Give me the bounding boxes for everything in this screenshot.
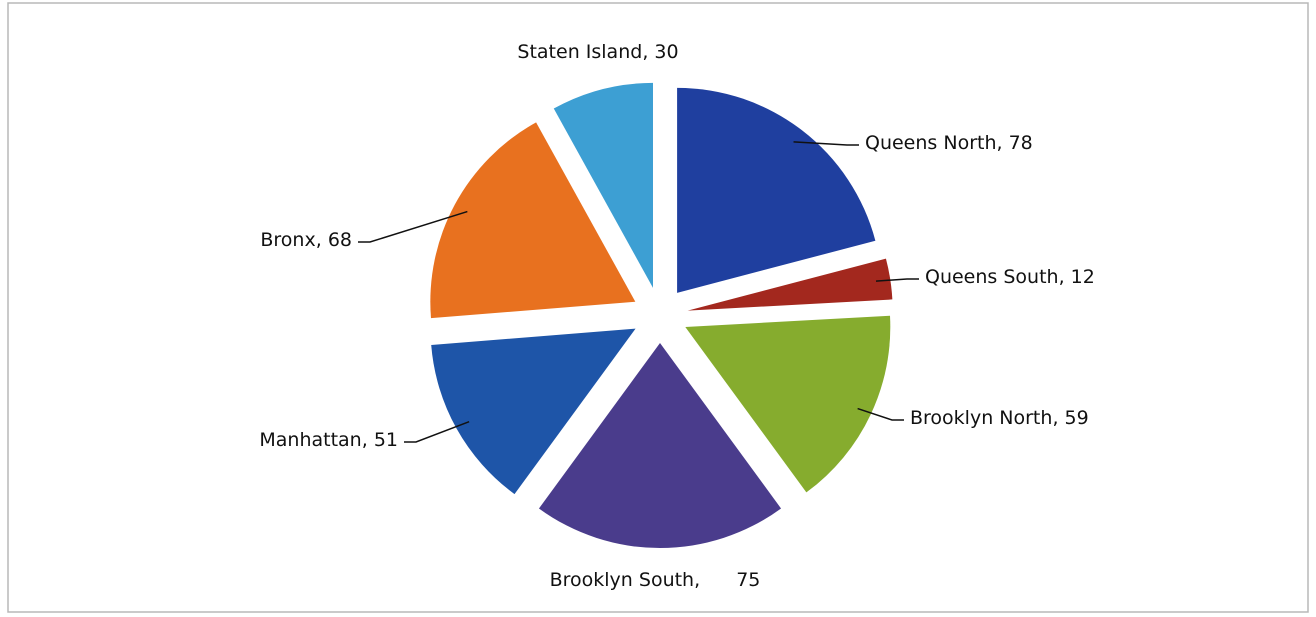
label-category: Brooklyn South	[550, 569, 695, 591]
data-label: Brooklyn South, 75	[550, 569, 761, 591]
leader-line	[875, 278, 919, 282]
leader-line	[793, 141, 859, 146]
label-value: 30	[654, 41, 678, 63]
label-separator: ,	[1052, 407, 1064, 429]
data-label: Manhattan, 51	[259, 429, 398, 451]
label-value: 78	[1009, 132, 1033, 154]
pie-slice	[687, 258, 893, 311]
pie-slice	[685, 315, 891, 493]
data-label: Bronx, 68	[260, 229, 352, 251]
label-separator: ,	[316, 229, 328, 251]
leader-line	[857, 407, 904, 421]
pie-slice	[431, 328, 636, 495]
label-category: Queens North	[865, 132, 997, 154]
label-category: Manhattan	[259, 429, 361, 451]
data-label: Staten Island, 30	[517, 41, 678, 63]
leader-line	[404, 420, 470, 443]
label-value: 12	[1071, 266, 1095, 288]
label-category: Brooklyn North	[910, 407, 1052, 429]
pie-slice	[677, 87, 876, 293]
pie-slice	[553, 82, 654, 288]
label-value: 75	[736, 569, 760, 591]
label-value: 51	[374, 429, 398, 451]
label-value: 68	[328, 229, 352, 251]
pie-slice	[430, 122, 636, 319]
label-category: Bronx	[260, 229, 315, 251]
label-separator: ,	[694, 569, 706, 591]
label-separator: ,	[997, 132, 1009, 154]
data-label: Brooklyn North, 59	[910, 407, 1089, 429]
pie-slice	[538, 343, 782, 548]
label-separator: ,	[1059, 266, 1071, 288]
data-label: Queens North, 78	[865, 132, 1033, 154]
leader-line	[358, 210, 468, 243]
label-separator: ,	[362, 429, 374, 451]
label-category: Queens South	[925, 266, 1059, 288]
label-separator: ,	[642, 41, 654, 63]
data-label: Queens South, 12	[925, 266, 1095, 288]
label-category: Staten Island	[517, 41, 642, 63]
label-value: 59	[1065, 407, 1089, 429]
